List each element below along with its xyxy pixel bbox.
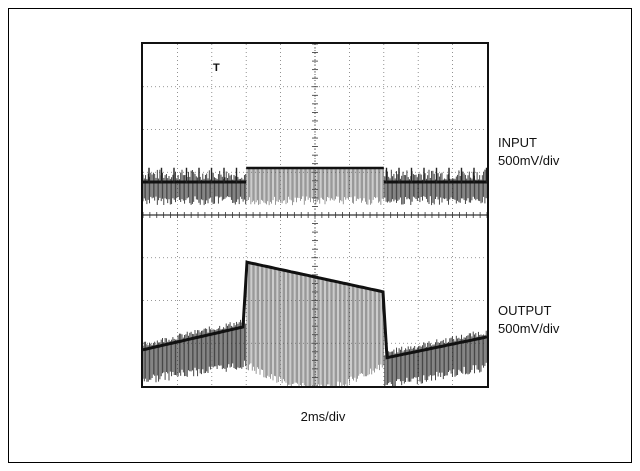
output-channel-name: OUTPUT — [498, 303, 552, 318]
input-channel-name: INPUT — [498, 135, 537, 150]
traces — [143, 166, 487, 386]
trigger-marker: T — [213, 62, 220, 74]
graticule — [143, 44, 487, 386]
output-envelope — [143, 260, 487, 360]
input-channel-label: INPUT 500mV/div — [498, 134, 559, 170]
oscilloscope-screen: T — [141, 42, 489, 388]
time-scale-label: 2ms/div — [300, 409, 346, 424]
output-trace — [143, 260, 487, 386]
output-channel-label: OUTPUT 500mV/div — [498, 302, 559, 338]
input-channel-scale: 500mV/div — [498, 153, 560, 168]
scope-plot: T — [143, 44, 487, 386]
output-channel-scale: 500mV/div — [498, 321, 560, 336]
x-axis-label: 2ms/div — [0, 408, 640, 426]
input-trace — [143, 166, 487, 206]
